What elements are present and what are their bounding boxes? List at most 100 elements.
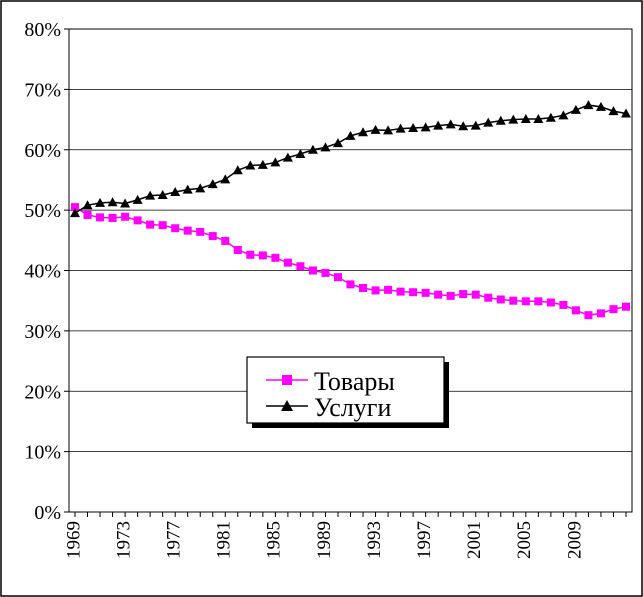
data-point-goods — [308, 266, 317, 275]
data-point-goods — [96, 213, 105, 222]
data-point-goods — [571, 306, 580, 315]
legend: Товары Услуги — [246, 356, 449, 428]
data-point-goods — [221, 236, 230, 245]
legend-marker-services — [281, 400, 293, 411]
axes: 0% 10% 20% 30% 40% 50% 60% 70% 80% 1969 1973 1977 19… — [24, 19, 627, 559]
data-point-goods — [346, 280, 355, 289]
data-point-goods — [183, 226, 192, 235]
data-point-goods — [71, 203, 79, 212]
series — [70, 100, 631, 320]
data-point-goods — [459, 290, 468, 299]
data-point-services — [70, 208, 80, 218]
data-point-services — [220, 174, 231, 184]
x-tick-label: 2001 — [464, 521, 485, 559]
x-tick-label: 1997 — [414, 521, 435, 559]
data-point-services — [595, 101, 606, 111]
x-tick-label: 1993 — [364, 521, 385, 559]
data-point-services — [470, 120, 481, 130]
y-tick-label: 80% — [24, 19, 61, 41]
data-point-services — [307, 144, 318, 154]
x-tick-label: 1985 — [264, 521, 285, 559]
data-point-services — [145, 190, 156, 200]
data-point-goods — [133, 216, 142, 225]
data-point-services — [120, 198, 131, 208]
legend-box — [246, 356, 445, 424]
data-point-services — [245, 160, 256, 170]
data-point-goods — [622, 302, 630, 311]
data-point-goods — [396, 287, 405, 296]
data-point-services — [332, 138, 343, 148]
legend-marker-goods — [282, 375, 292, 385]
data-point-services — [558, 110, 569, 120]
data-point-goods — [384, 285, 393, 294]
data-point-services — [195, 183, 206, 193]
data-point-goods — [421, 288, 430, 297]
data-point-goods — [171, 224, 180, 233]
data-point-services — [508, 114, 519, 124]
data-point-goods — [271, 253, 280, 262]
data-point-goods — [283, 258, 292, 267]
data-point-goods — [559, 300, 568, 309]
data-point-goods — [609, 305, 618, 314]
data-point-goods — [246, 250, 255, 259]
data-point-services — [282, 152, 293, 162]
data-point-goods — [409, 288, 418, 297]
data-point-services — [483, 117, 494, 127]
data-point-goods — [359, 284, 368, 293]
data-point-services — [420, 122, 431, 132]
data-point-goods — [321, 268, 330, 277]
data-point-services — [232, 165, 243, 175]
y-tick-label: 0% — [34, 502, 61, 524]
data-point-goods — [534, 297, 543, 306]
data-point-goods — [233, 245, 242, 254]
data-point-services — [370, 124, 381, 134]
gridlines — [69, 88, 632, 453]
data-point-services — [107, 197, 118, 207]
data-point-goods — [496, 295, 505, 304]
data-point-services — [545, 112, 556, 122]
data-point-goods — [584, 311, 593, 320]
x-tick-label: 1981 — [214, 521, 235, 559]
data-point-services — [157, 190, 168, 200]
data-point-services — [295, 148, 306, 158]
data-point-services — [132, 194, 143, 204]
y-tick-label: 30% — [24, 321, 61, 343]
data-point-goods — [446, 291, 455, 300]
data-point-goods — [484, 293, 493, 302]
data-point-services — [182, 184, 193, 194]
y-tick-label: 10% — [24, 442, 61, 464]
data-point-goods — [546, 298, 555, 307]
y-tick-label: 60% — [24, 140, 61, 162]
data-point-services — [257, 159, 268, 169]
legend-label-goods: Товары — [314, 367, 395, 396]
data-point-services — [533, 113, 544, 123]
data-point-services — [170, 187, 181, 197]
data-point-services — [433, 120, 444, 130]
data-point-goods — [158, 221, 167, 230]
data-point-goods — [258, 251, 267, 260]
x-tick-label: 2005 — [514, 521, 535, 559]
data-point-goods — [471, 290, 480, 299]
data-point-goods — [596, 309, 605, 318]
x-tick-label: 2009 — [564, 521, 585, 559]
data-point-services — [458, 121, 469, 131]
data-point-goods — [521, 297, 530, 306]
data-point-services — [383, 125, 394, 135]
data-point-services — [207, 179, 218, 189]
data-point-services — [395, 123, 406, 133]
data-point-services — [583, 100, 594, 110]
data-point-services — [520, 113, 531, 123]
data-point-services — [345, 130, 356, 140]
data-point-goods — [434, 290, 443, 299]
x-tick-label: 1973 — [113, 521, 134, 559]
data-point-services — [270, 157, 281, 167]
data-point-services — [82, 200, 93, 210]
y-tick-label: 40% — [24, 261, 61, 283]
data-point-goods — [208, 232, 217, 241]
data-point-services — [358, 127, 369, 137]
data-point-services — [95, 197, 106, 207]
y-tick-label: 20% — [24, 381, 61, 403]
data-point-goods — [509, 296, 518, 305]
